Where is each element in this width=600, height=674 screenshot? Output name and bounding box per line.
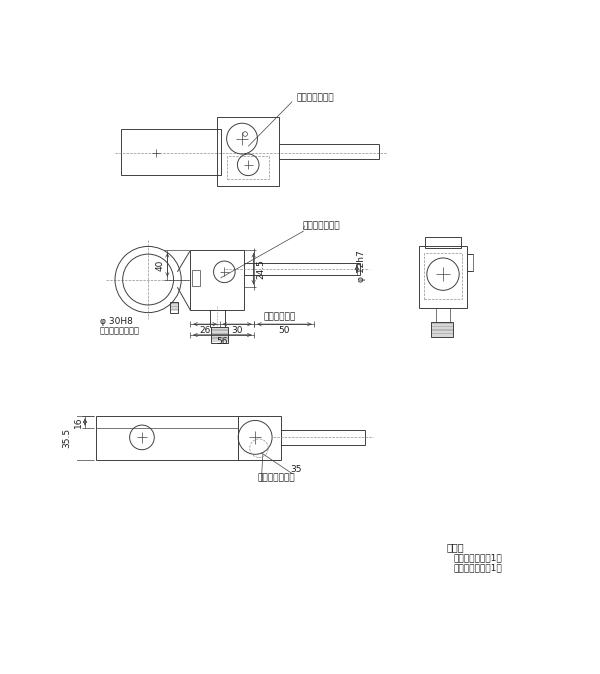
Bar [227, 156, 269, 179]
Bar [436, 308, 450, 322]
Bar [424, 253, 462, 299]
Bar [238, 416, 281, 460]
Bar [210, 310, 225, 328]
Text: 16: 16 [74, 417, 83, 428]
Bar [281, 430, 365, 445]
Text: 35.5: 35.5 [62, 428, 71, 448]
Text: 丸型気泡管　　1個: 丸型気泡管 1個 [454, 554, 503, 563]
Bar [425, 237, 461, 248]
Text: φ 12h7: φ 12h7 [357, 250, 366, 282]
Bar [170, 302, 178, 313]
Text: 粗動ハンドル: 粗動ハンドル [263, 312, 296, 321]
Text: 付属品: 付属品 [446, 543, 464, 553]
Text: 丸型気泡管用穴: 丸型気泡管用穴 [302, 221, 340, 230]
Text: 両面テープ　　1個: 両面テープ 1個 [454, 563, 503, 573]
Text: 丸型気泡管用穴: 丸型気泡管用穴 [258, 473, 296, 482]
Bar [211, 328, 228, 342]
Text: 56: 56 [216, 336, 228, 346]
Bar [217, 117, 279, 187]
Text: 35: 35 [290, 465, 302, 474]
Text: 24.5: 24.5 [257, 259, 266, 278]
Bar [419, 247, 467, 308]
Text: 鏡筒クランプねじ: 鏡筒クランプねじ [100, 327, 140, 336]
Text: 26: 26 [199, 326, 211, 335]
Bar [190, 250, 244, 310]
Bar [431, 322, 453, 337]
Bar [244, 263, 360, 275]
Bar [96, 416, 238, 460]
Text: 50: 50 [278, 326, 290, 335]
Text: 丸型気泡管用穴: 丸型気泡管用穴 [296, 93, 334, 102]
Text: 40: 40 [156, 259, 165, 270]
Bar [121, 129, 221, 175]
Bar [467, 254, 473, 271]
Bar [279, 144, 379, 160]
Bar [192, 270, 200, 286]
Text: φ 30H8: φ 30H8 [100, 317, 133, 326]
Text: 30: 30 [231, 326, 242, 335]
